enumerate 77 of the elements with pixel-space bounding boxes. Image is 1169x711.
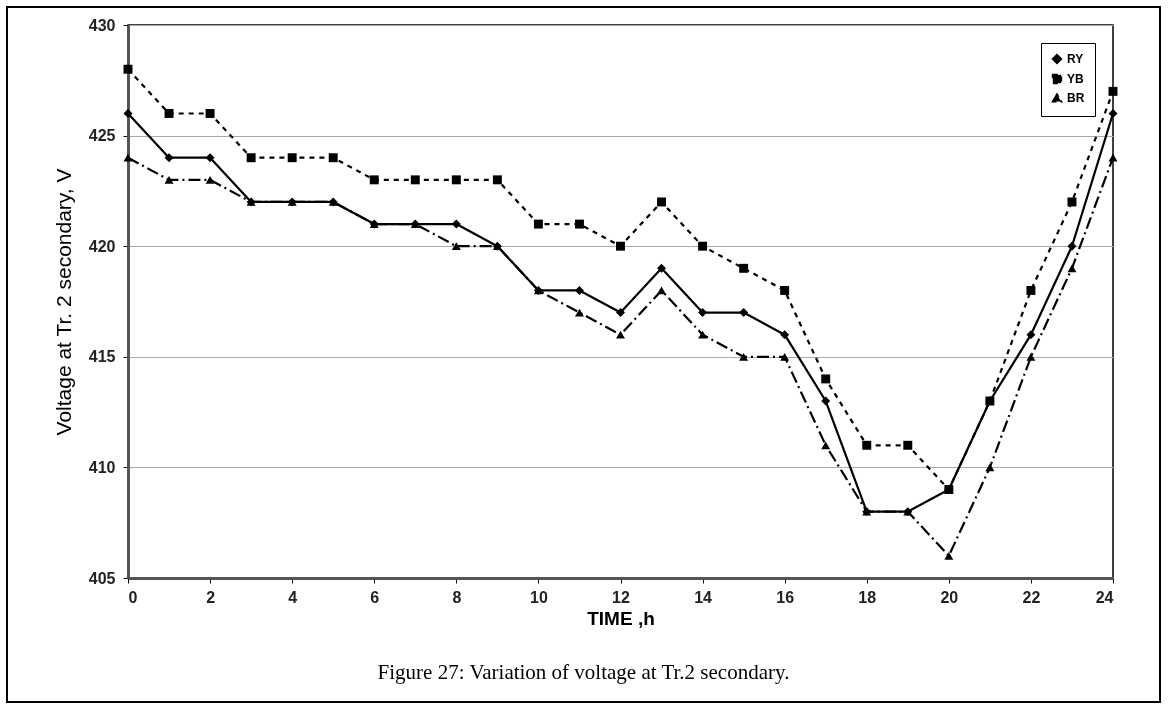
point bbox=[616, 330, 625, 339]
point bbox=[1108, 109, 1118, 118]
caption: Figure 27: Variation of voltage at Tr.2 secondary. bbox=[376, 660, 791, 685]
point bbox=[698, 241, 708, 251]
y-tick-label: 405 bbox=[88, 569, 116, 587]
x-tick-label: 10 bbox=[530, 588, 548, 606]
x-tick-label: 22 bbox=[1022, 588, 1041, 606]
point bbox=[944, 485, 954, 494]
point bbox=[1026, 285, 1036, 295]
point bbox=[821, 374, 831, 384]
point bbox=[451, 242, 461, 251]
point bbox=[657, 197, 667, 207]
legend-label: RY bbox=[1067, 52, 1084, 66]
x-tick-label: 6 bbox=[370, 588, 380, 606]
point bbox=[1067, 264, 1077, 273]
x-tick-label: 20 bbox=[940, 588, 959, 606]
x-tick-label: 2 bbox=[206, 588, 216, 606]
point bbox=[616, 241, 625, 251]
x-tick-label: 18 bbox=[858, 588, 877, 606]
point bbox=[657, 286, 667, 295]
point bbox=[821, 396, 831, 406]
point bbox=[123, 64, 133, 74]
x-tick-label: 8 bbox=[452, 588, 462, 606]
legend-label: BR bbox=[1067, 91, 1085, 105]
x-axis-title: TIME ,h bbox=[587, 607, 655, 629]
point bbox=[123, 109, 133, 118]
y-tick-label: 425 bbox=[88, 127, 116, 145]
point bbox=[451, 175, 461, 185]
point bbox=[533, 219, 543, 229]
point bbox=[164, 153, 174, 163]
point bbox=[1026, 330, 1036, 340]
point bbox=[246, 153, 256, 163]
point bbox=[903, 440, 913, 450]
legend-label: YB bbox=[1067, 72, 1084, 86]
x-tick-label: 0 bbox=[128, 588, 138, 606]
point bbox=[328, 153, 338, 163]
point bbox=[123, 153, 133, 162]
point bbox=[164, 109, 174, 118]
point bbox=[492, 175, 502, 185]
point bbox=[287, 153, 297, 163]
point bbox=[1026, 352, 1036, 361]
point bbox=[205, 153, 215, 163]
y-tick-label: 420 bbox=[88, 237, 116, 255]
point bbox=[657, 263, 667, 273]
point bbox=[739, 308, 749, 318]
point bbox=[1108, 86, 1118, 96]
y-tick-label: 410 bbox=[88, 458, 116, 476]
point bbox=[780, 352, 790, 361]
point bbox=[780, 285, 790, 295]
x-tick-label: 24 bbox=[1095, 588, 1114, 606]
x-tick-label: 4 bbox=[288, 588, 298, 606]
point bbox=[369, 175, 379, 185]
point bbox=[205, 175, 215, 184]
point bbox=[780, 330, 790, 340]
point bbox=[1108, 153, 1118, 162]
point bbox=[1067, 197, 1077, 207]
point bbox=[739, 352, 749, 361]
point bbox=[698, 308, 708, 318]
point bbox=[410, 175, 420, 185]
point bbox=[698, 330, 708, 339]
x-tick-label: 16 bbox=[776, 588, 795, 606]
point bbox=[821, 441, 831, 450]
point bbox=[616, 308, 625, 318]
point bbox=[1067, 241, 1077, 251]
x-tick-label: 12 bbox=[612, 588, 630, 606]
y-axis-title: Voltage at Tr. 2 secondary, V bbox=[51, 168, 75, 436]
point bbox=[862, 440, 872, 450]
point bbox=[944, 552, 954, 560]
point bbox=[739, 263, 749, 273]
point bbox=[205, 109, 215, 118]
point bbox=[574, 219, 584, 229]
point bbox=[164, 175, 174, 184]
point bbox=[574, 285, 584, 295]
point bbox=[985, 463, 995, 472]
x-tick-label: 14 bbox=[694, 588, 713, 606]
y-tick-label: 415 bbox=[88, 348, 116, 366]
y-tick-label: 430 bbox=[88, 16, 116, 34]
